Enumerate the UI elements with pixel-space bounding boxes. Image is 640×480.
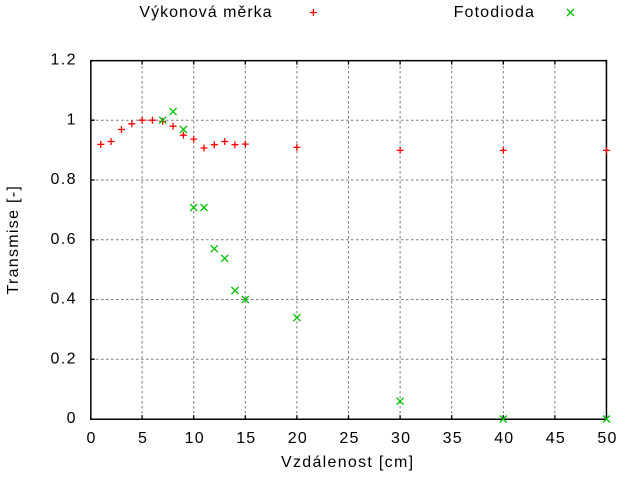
svg-text:0: 0 [86, 430, 96, 447]
svg-text:1: 1 [67, 111, 77, 128]
svg-text:Vzdálenost [cm]: Vzdálenost [cm] [281, 454, 414, 471]
svg-text:45: 45 [546, 430, 566, 447]
svg-text:0.2: 0.2 [50, 350, 76, 367]
svg-text:30: 30 [391, 430, 411, 447]
svg-text:0: 0 [67, 410, 77, 427]
svg-text:0.4: 0.4 [50, 291, 76, 308]
svg-text:Transmise [-]: Transmise [-] [5, 185, 22, 295]
svg-text:35: 35 [443, 430, 463, 447]
svg-text:0.8: 0.8 [50, 171, 76, 188]
svg-text:15: 15 [236, 430, 256, 447]
svg-text:Výkonová měrka: Výkonová měrka [139, 4, 272, 21]
svg-text:1.2: 1.2 [50, 52, 76, 69]
svg-text:40: 40 [494, 430, 514, 447]
svg-text:5: 5 [138, 430, 148, 447]
svg-text:50: 50 [597, 430, 617, 447]
svg-text:25: 25 [339, 430, 359, 447]
svg-text:0.6: 0.6 [50, 231, 76, 248]
svg-text:Fotodioda: Fotodioda [454, 4, 536, 21]
svg-text:20: 20 [288, 430, 308, 447]
svg-text:10: 10 [185, 430, 205, 447]
